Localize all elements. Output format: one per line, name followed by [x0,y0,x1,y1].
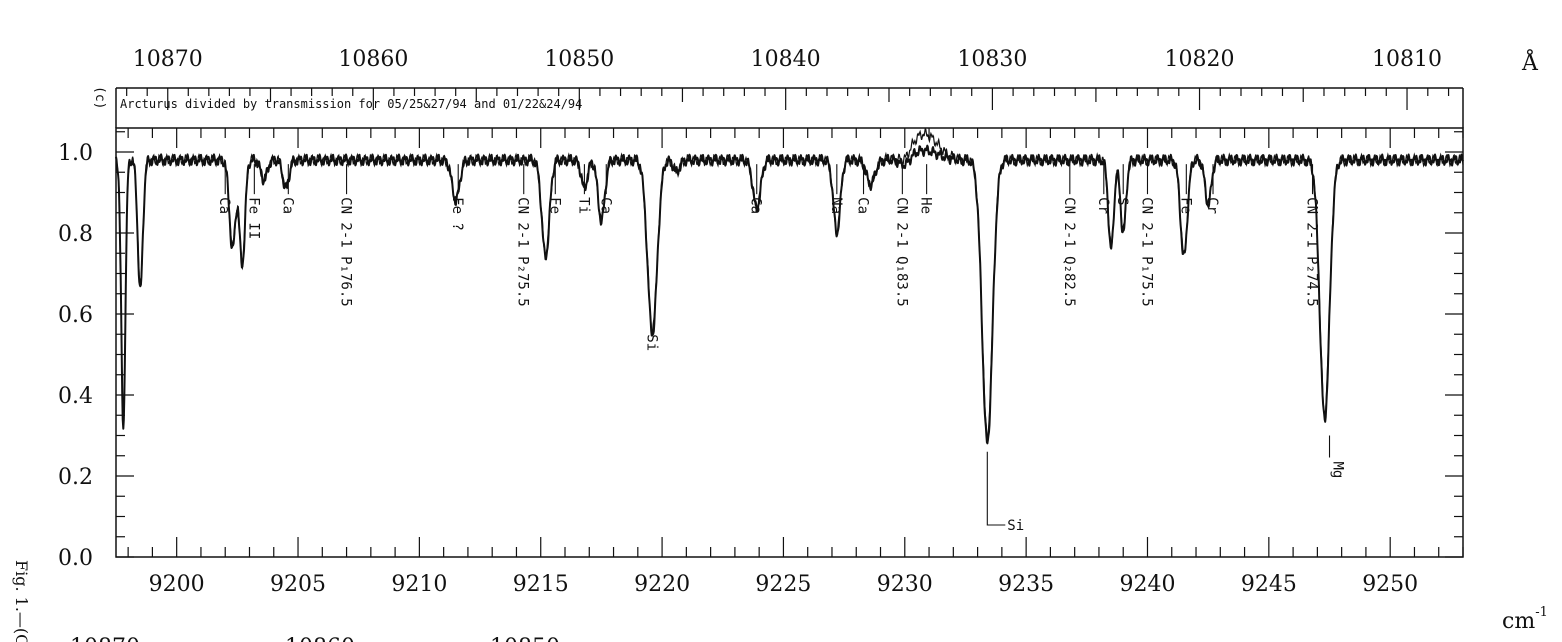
x-tick-label: 9225 [755,572,811,597]
y-tick-label: 0.6 [58,303,93,328]
x-tick-label: 9240 [1119,572,1175,597]
y-tick-label: 0.0 [58,546,93,571]
y-tick-label: 1.0 [58,141,93,166]
line-id-label: Fe [1177,197,1193,214]
line-id-label: Fe II [245,197,261,239]
panel-tag: (c) [92,86,107,109]
x-axis-unit-exponent: -1 [1535,605,1548,620]
line-id-label: Cr [1095,197,1111,214]
spectrum-lines-group [115,128,1464,445]
top-tick-label: 10840 [751,47,821,72]
bottom-fragment-1: 10870 [70,635,140,642]
line-id-label: CN 2-1 Q₂82.5 [1061,197,1077,307]
line-id-label: Ca [748,197,764,214]
x-tick-label: 9220 [634,572,690,597]
line-id-label: Fe ? [449,197,465,231]
x-axis-unit: cm-1 [1502,605,1548,634]
line-id-label: Ca [597,197,613,214]
line-id-label: CN 2-1 P₁76.5 [338,197,354,307]
line-id-label: CN 2-1 P₂75.5 [515,197,531,307]
line-id-label: He [918,197,934,214]
x-tick-label: 9210 [391,572,447,597]
top-tick-label: 10820 [1165,47,1235,72]
axis-labels-group: 9200 9205 9210 9215 9220 9225 9230 9235 9240 9245… [58,47,1442,597]
line-id-label: Na [828,197,844,214]
line-ids-group: Ca Fe II Ca CN 2-1 P₁76.5 Fe ? CN 2-1 P₂75.5 F… [216,164,1346,534]
line-id-label: CN 2-1 Q₁83.5 [893,197,909,307]
top-axis-unit: Å [1521,48,1539,76]
plot-frame-group [115,87,1464,558]
bottom-fragment-2: 10860 [285,635,355,642]
x-tick-label: 9215 [513,572,569,597]
top-tick-label: 10870 [133,47,203,72]
spectrum-series-1 [115,144,1464,445]
x-tick-label: 9230 [877,572,933,597]
line-id-label: Ti [575,197,591,214]
y-tick-label: 0.8 [58,222,93,247]
line-id-label: S [1114,197,1130,205]
x-tick-label: 9205 [270,572,326,597]
top-tick-label: 10860 [338,47,408,72]
line-id-label: Cr [1204,197,1220,214]
line-id-label: Mg [1330,462,1346,479]
chart-title: Arcturus divided by transmission for 05/… [120,97,582,111]
x-tick-label: 9245 [1241,572,1297,597]
line-id-label: Fe [546,197,562,214]
x-tick-label: 9235 [998,572,1054,597]
bottom-fragment-3: 10850 [490,635,560,642]
x-tick-label: 9200 [149,572,205,597]
line-id-label: Ca [855,197,871,214]
y-tick-label: 0.4 [58,384,93,409]
line-id-label: Si [643,334,659,351]
top-tick-label: 10810 [1372,47,1442,72]
x-tick-label: 9250 [1362,572,1418,597]
line-id-leader [986,451,1006,526]
top-tick-label: 10850 [544,47,614,72]
side-caption: Fig. 1.—(Con [12,560,31,642]
line-id-label: Ca [216,197,232,214]
plot-frame [115,127,1464,558]
line-id-label: Si [1007,518,1024,534]
line-id-label: Ca [279,197,295,214]
x-axis-unit-base: cm [1502,609,1535,634]
line-id-label: CN 2-1 P₁75.5 [1138,197,1154,307]
spectrum-series-2 [115,128,1464,440]
line-id-label: CN 2-1 P₂74.5 [1304,197,1320,307]
y-tick-label: 0.2 [58,465,93,490]
top-tick-label: 10830 [957,47,1027,72]
